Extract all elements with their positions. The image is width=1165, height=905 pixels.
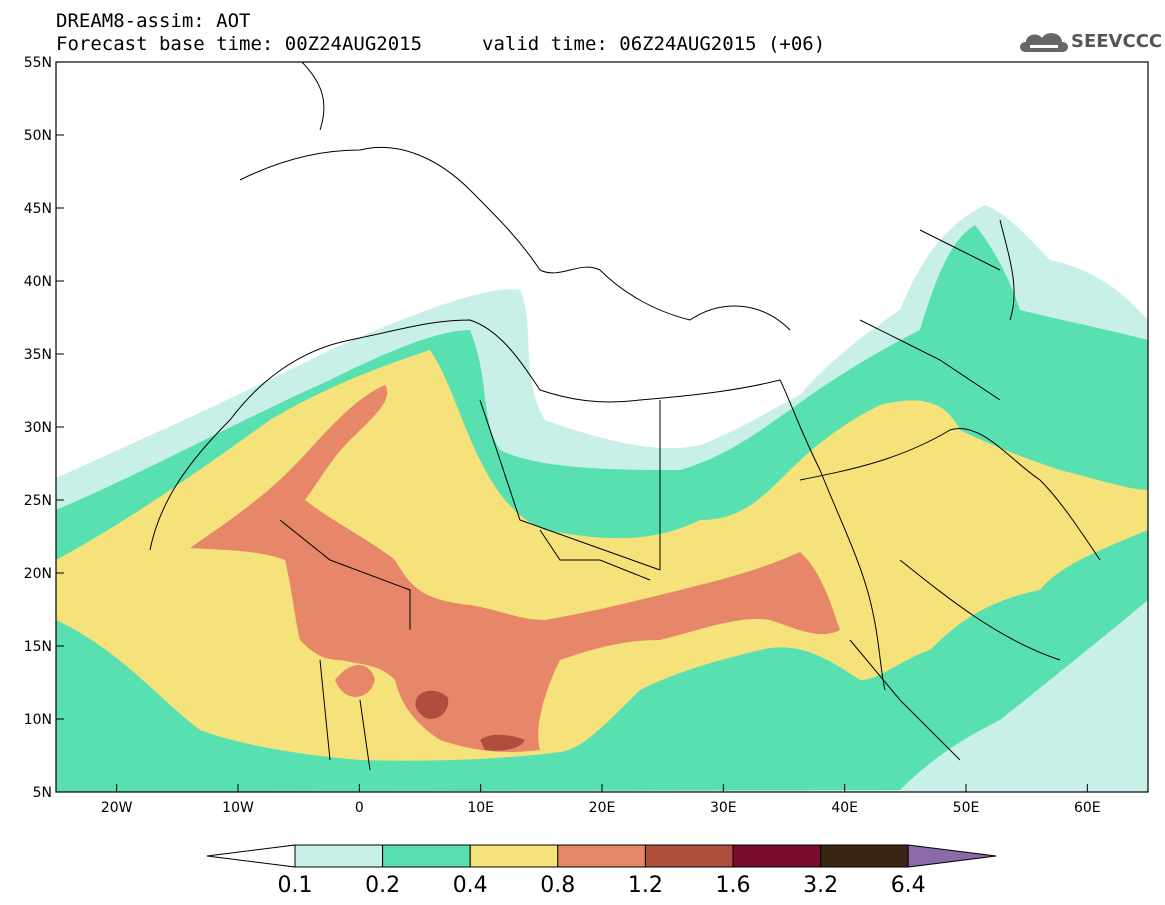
lon-tick-label: 60E bbox=[1074, 800, 1101, 816]
lat-tick-label: 30N bbox=[24, 420, 52, 436]
colorbar-segment bbox=[294, 844, 384, 868]
lon-tick-label: 10E bbox=[467, 800, 494, 816]
colorbar: 0.1 0.2 0.4 0.8 1.2 1.6 3.2 6.4 bbox=[206, 844, 997, 898]
colorbar-label: 1.2 bbox=[628, 873, 663, 898]
lon-tick-label: 0 bbox=[355, 800, 364, 816]
lat-tick-label: 5N bbox=[33, 785, 52, 801]
lon-tick-label: 30E bbox=[710, 800, 737, 816]
longitude-axis: 20W 10W 0 10E 20E 30E 40E 50E 60E bbox=[101, 784, 1101, 816]
colorbar-segment bbox=[469, 844, 559, 868]
colorbar-label: 0.2 bbox=[365, 873, 400, 898]
lon-tick-label: 40E bbox=[831, 800, 858, 816]
lon-tick-label: 20W bbox=[101, 800, 133, 816]
colorbar-label: 3.2 bbox=[803, 873, 838, 898]
lat-tick-label: 55N bbox=[24, 55, 52, 71]
colorbar-label: 6.4 bbox=[891, 873, 926, 898]
colorbar-high-arrow bbox=[907, 844, 997, 868]
lat-tick-label: 35N bbox=[24, 347, 52, 363]
lat-tick-label: 15N bbox=[24, 639, 52, 655]
colorbar-low-arrow bbox=[206, 844, 296, 868]
colorbar-label: 1.6 bbox=[716, 873, 751, 898]
lon-tick-label: 20E bbox=[589, 800, 616, 816]
lat-tick-label: 20N bbox=[24, 566, 52, 582]
lat-tick-label: 45N bbox=[24, 201, 52, 217]
lat-tick-label: 25N bbox=[24, 493, 52, 509]
colorbar-segment bbox=[732, 844, 822, 868]
logo-text: SEEVCCC bbox=[1071, 31, 1163, 52]
forecast-base-time: Forecast base time: 00Z24AUG2015 bbox=[56, 33, 423, 55]
colorbar-segment bbox=[557, 844, 646, 868]
colorbar-segment bbox=[820, 844, 909, 868]
colorbar-segment bbox=[644, 844, 734, 868]
latitude-axis: 55N 50N 45N 40N 35N 30N 25N 20N 15N 10N 5N bbox=[24, 55, 64, 801]
lon-tick-label: 50E bbox=[953, 800, 980, 816]
map-title: DREAM8-assim: AOT bbox=[56, 10, 251, 32]
lon-tick-label: 10W bbox=[222, 800, 254, 816]
aot-field bbox=[56, 205, 1148, 792]
valid-time: valid time: 06Z24AUG2015 (+06) bbox=[482, 33, 826, 55]
colorbar-label: 0.8 bbox=[540, 873, 575, 898]
lat-tick-label: 50N bbox=[24, 128, 52, 144]
colorbar-label: 0.4 bbox=[453, 873, 488, 898]
colorbar-label: 0.1 bbox=[278, 873, 313, 898]
colorbar-segment bbox=[382, 844, 471, 868]
country-borders bbox=[149, 62, 1101, 771]
lat-tick-label: 40N bbox=[24, 274, 52, 290]
cloud-icon bbox=[1020, 33, 1068, 52]
lat-tick-label: 10N bbox=[24, 712, 52, 728]
